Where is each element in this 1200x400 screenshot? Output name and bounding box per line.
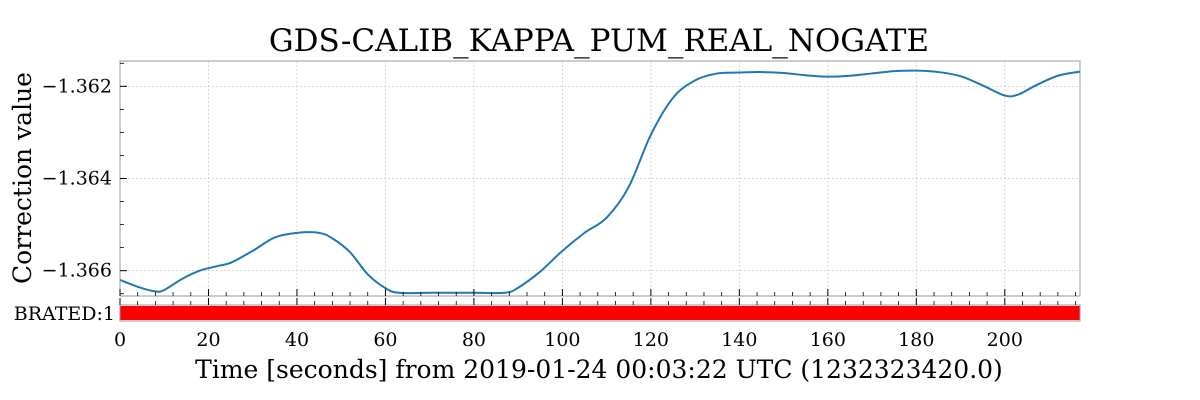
x-axis-label: Time [seconds] from 2019-01-24 00:03:22 … (195, 355, 1003, 384)
x-tick-label: 0 (114, 329, 126, 351)
x-tick-label: 120 (633, 329, 669, 351)
x-tick-label: 180 (898, 329, 934, 351)
grid-lines (119, 61, 1080, 296)
x-tick-label: 100 (544, 329, 580, 351)
x-axis-ticks: 0 20 40 60 80 100 120 140 160 180 200 (114, 289, 1076, 351)
state-bar-label: BRATED:1 (14, 303, 115, 325)
x-tick-label: 20 (196, 329, 220, 351)
y-tick-label: −1.362 (42, 75, 112, 97)
y-axis-label: Correction value (8, 72, 37, 284)
x-tick-label: 200 (987, 329, 1023, 351)
x-tick-label: 60 (373, 329, 397, 351)
series-line (119, 69, 1081, 295)
x-tick-label: 160 (810, 329, 846, 351)
x-tick-label: 40 (285, 329, 309, 351)
x-tick-label: 140 (721, 329, 757, 351)
state-bar-frame (119, 304, 1081, 322)
y-tick-label: −1.366 (42, 260, 112, 282)
series-layer (119, 69, 1081, 295)
chart-title: GDS-CALIB_KAPPA_PUM_REAL_NOGATE (269, 23, 929, 59)
state-bar-segment (120, 306, 1080, 320)
y-tick-label: −1.364 (42, 168, 112, 190)
y-axis-ticks: −1.362 −1.364 −1.366 (42, 62, 127, 295)
x-tick-label: 80 (462, 329, 486, 351)
